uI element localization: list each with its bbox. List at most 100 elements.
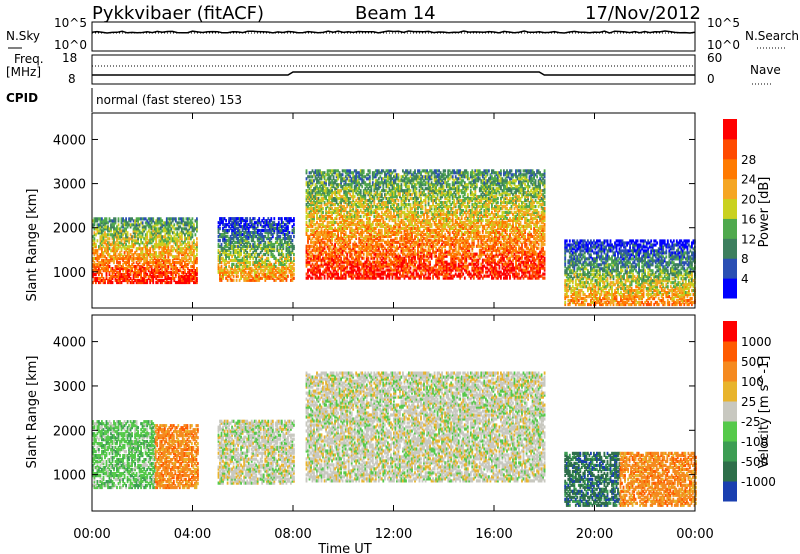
scatter-cell (306, 169, 308, 172)
noise-tick-low-right: 10^0 (707, 38, 740, 52)
scatter-cell (101, 273, 103, 276)
scatter-cell (307, 229, 309, 232)
scatter-cell (282, 225, 284, 228)
scatter-cell (190, 257, 192, 260)
scatter-cell (363, 243, 365, 246)
scatter-cell (131, 249, 133, 252)
scatter-cell (192, 217, 194, 220)
scatter-cell (112, 281, 114, 284)
scatter-cell (405, 259, 407, 262)
scatter-cell (402, 243, 404, 246)
scatter-cell (101, 247, 103, 250)
scatter-cell (382, 225, 384, 228)
scatter-cell (322, 231, 324, 234)
scatter-cell (363, 169, 365, 172)
scatter-cell (219, 227, 221, 230)
scatter-cell (293, 263, 295, 266)
scatter-cell (292, 239, 294, 242)
scatter-cell (242, 265, 244, 268)
scatter-cell (342, 227, 344, 230)
scatter-cell (322, 197, 324, 200)
scatter-cell (398, 173, 400, 176)
scatter-cell (142, 221, 144, 224)
scatter-cell (195, 233, 197, 236)
scatter-cell (342, 215, 344, 218)
scatter-cell (395, 169, 397, 172)
scatter-cell (407, 207, 409, 210)
scatter-cell (382, 235, 384, 238)
scatter-cell (361, 185, 363, 188)
scatter-cell (290, 257, 292, 260)
scatter-cell (363, 257, 365, 260)
nave-tick-low: 0 (707, 72, 715, 86)
scatter-cell (263, 269, 265, 272)
scatter-cell (342, 195, 344, 198)
scatter-cell (242, 233, 244, 236)
scatter-cell (233, 275, 235, 278)
scatter-cell (289, 231, 291, 234)
scatter-cell (293, 245, 295, 248)
scatter-cell (322, 271, 324, 274)
scatter-cell (142, 217, 144, 220)
scatter-cell (382, 197, 384, 200)
freq-label: Freq. (14, 52, 44, 66)
scatter-cell (193, 223, 195, 226)
freq-unit: [MHz] (6, 65, 41, 79)
scatter-cell (382, 261, 384, 264)
scatter-cell (382, 213, 384, 216)
scatter-cell (118, 223, 120, 226)
scatter-cell (342, 265, 344, 268)
scatter-cell (322, 253, 324, 256)
scatter-cell (101, 229, 103, 232)
scatter-cell (402, 211, 404, 214)
scatter-cell (363, 237, 365, 240)
scatter-cell (222, 233, 224, 236)
radar-plot: Pykkvibaer (fitACF) Beam 14 17/Nov/2012 … (0, 0, 800, 554)
scatter-cell (236, 279, 238, 282)
noise-panel-frame (92, 22, 695, 51)
scatter-cell (282, 261, 284, 264)
scatter-cell (322, 257, 324, 260)
scatter-cell (402, 257, 404, 260)
scatter-cell (175, 217, 177, 220)
scatter-cell (142, 263, 144, 266)
scatter-cell (402, 199, 404, 202)
scatter-cell (342, 223, 344, 226)
scatter-cell (355, 235, 357, 238)
scatter-cell (101, 225, 103, 228)
scatter-cell (354, 195, 356, 198)
scatter-cell (402, 169, 404, 172)
date-title: 17/Nov/2012 (585, 3, 701, 24)
cpid-text: normal (fast stereo) 153 (96, 93, 242, 107)
scatter-cell (363, 215, 365, 218)
scatter-cell (263, 261, 265, 264)
scatter-cell (263, 221, 265, 224)
scatter-cell (369, 217, 371, 220)
nsky-label: N.Sky (6, 29, 40, 43)
scatter-cell (161, 223, 163, 226)
scatter-cell (398, 203, 400, 206)
scatter-cell (382, 177, 384, 180)
scatter-cell (342, 205, 344, 208)
scatter-cell (363, 253, 365, 256)
scatter-cell (181, 275, 183, 278)
scatter-cell (121, 281, 123, 284)
scatter-cell (242, 245, 244, 248)
scatter-cell (282, 221, 284, 224)
scatter-cell (196, 217, 198, 220)
scatter-cell (121, 225, 123, 228)
scatter-cell (382, 271, 384, 274)
scatter-cell (242, 237, 244, 240)
scatter-cell (101, 259, 103, 262)
scatter-cell (161, 263, 163, 266)
scatter-cell (363, 231, 365, 234)
scatter-cell (121, 273, 123, 276)
scatter-cell (349, 245, 351, 248)
scatter-cell (222, 247, 224, 250)
scatter-cell (230, 251, 232, 254)
scatter-cell (312, 277, 314, 280)
scatter-cell (382, 257, 384, 260)
scatter-cell (324, 275, 326, 278)
scatter-cell (101, 267, 103, 270)
scatter-cell (225, 219, 227, 222)
